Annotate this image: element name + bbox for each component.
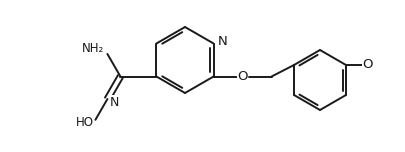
Text: O: O [362,59,372,71]
Text: O: O [237,70,247,83]
Text: N: N [217,35,227,48]
Text: HO: HO [75,116,93,129]
Text: NH₂: NH₂ [82,42,104,55]
Text: N: N [109,95,119,109]
